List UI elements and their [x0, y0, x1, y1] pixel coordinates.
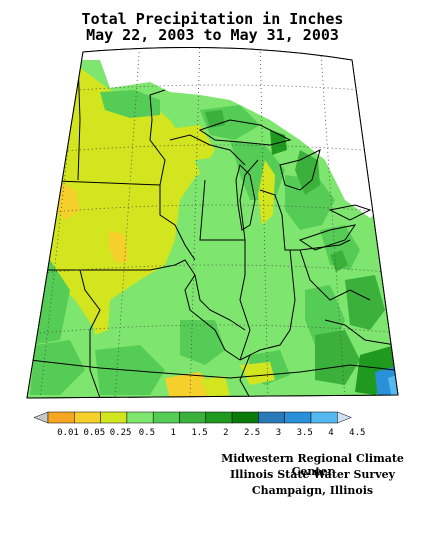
legend-under-arrow — [33, 411, 49, 424]
legend-label: 1.5 — [191, 428, 207, 438]
legend-label: 0.05 — [83, 428, 105, 438]
legend-label: 3.5 — [297, 428, 313, 438]
credit-location: Champaign, Illinois — [251, 484, 374, 497]
credit-survey: Illinois State Water Survey — [229, 468, 396, 481]
legend-swatch — [310, 411, 338, 424]
legend-label: 3 — [276, 428, 281, 438]
legend-swatch — [152, 411, 180, 424]
legend-swatch — [179, 411, 207, 424]
legend-swatch — [205, 411, 233, 424]
precipitation-field — [27, 47, 398, 398]
legend-swatch — [74, 411, 101, 424]
legend-swatch — [100, 411, 128, 424]
legend-label: 2 — [223, 428, 228, 438]
legend-labels: 0.01 0.05 0.25 0.5 1 1.5 2 2.5 3 3.5 4 4.5 — [57, 428, 365, 438]
map-date-range: May 22, 2003 to May 31, 2003 — [86, 26, 339, 44]
legend-over-arrow — [337, 411, 352, 424]
legend-label: 4 — [328, 428, 333, 438]
legend-swatch — [258, 411, 285, 424]
legend-swatch — [231, 411, 259, 424]
legend-swatch — [47, 411, 75, 424]
legend-swatch — [284, 411, 312, 424]
credit-organization: Midwestern Regional Climate Center — [221, 452, 404, 478]
legend-label: 4.5 — [349, 428, 365, 438]
legend-swatches — [33, 411, 352, 424]
legend-label: 0.25 — [110, 428, 132, 438]
legend-swatch — [126, 411, 154, 424]
legend-label: 2.5 — [244, 428, 260, 438]
legend-label: 0.01 — [57, 428, 79, 438]
legend-label: 1 — [170, 428, 175, 438]
great-lakes — [198, 119, 372, 251]
legend-label: 0.5 — [139, 428, 155, 438]
map-title: Total Precipitation in Inches — [81, 10, 344, 28]
precipitation-legend: 0.01 0.05 0.25 0.5 1 1.5 2 2.5 3 3.5 4 4.5 — [33, 411, 365, 438]
